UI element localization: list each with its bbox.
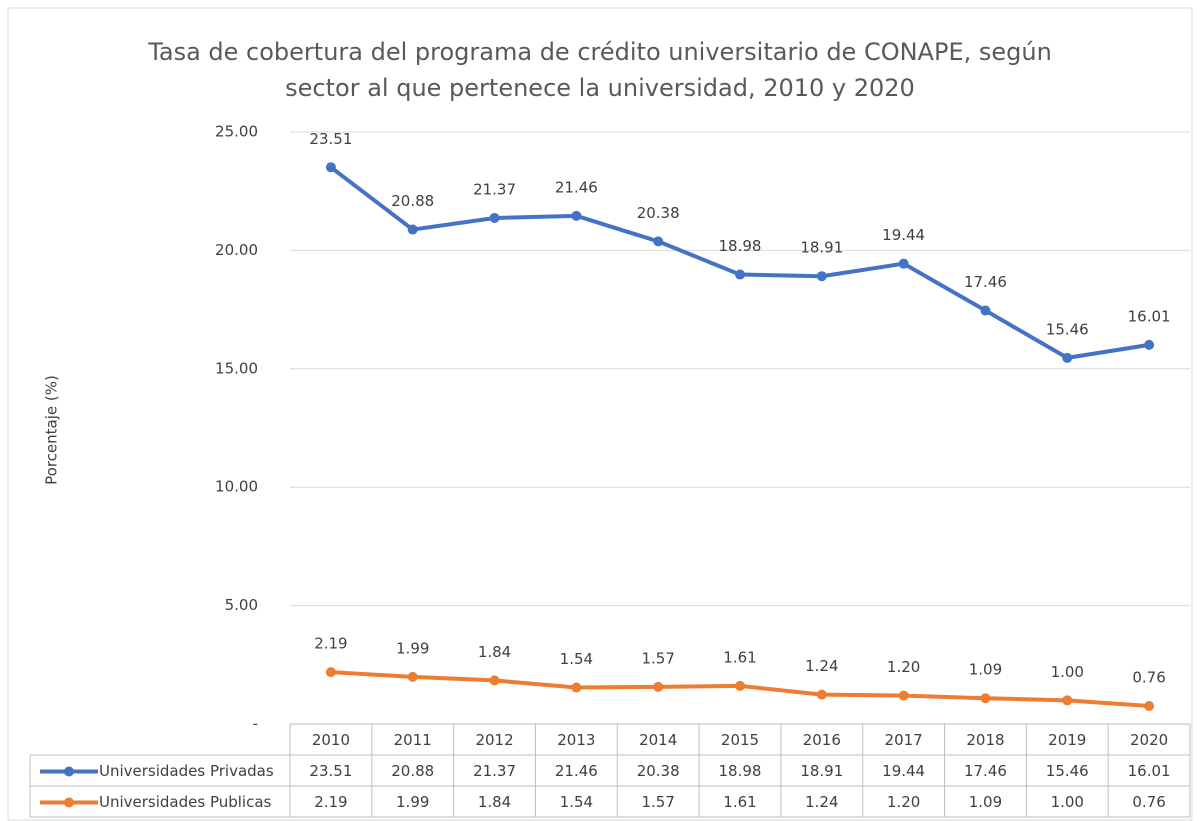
- point: [816, 271, 827, 282]
- point: [816, 689, 827, 700]
- data-label: 1.20: [887, 658, 920, 676]
- data-label: 1.57: [641, 649, 674, 667]
- x-tick-label: 2019: [1048, 731, 1086, 749]
- point: [980, 305, 991, 316]
- point: [571, 210, 582, 221]
- data-label: 17.46: [964, 273, 1007, 291]
- legend-label: Universidades Publicas: [99, 793, 272, 811]
- x-tick-label: 2013: [557, 731, 595, 749]
- table-cell: 1.54: [560, 793, 593, 811]
- point: [571, 682, 582, 693]
- table-cell: 18.98: [719, 762, 762, 780]
- x-tick-label: 2014: [639, 731, 677, 749]
- point: [980, 693, 991, 704]
- table-cell: 1.00: [1051, 793, 1084, 811]
- data-label: 20.38: [637, 204, 680, 222]
- point: [653, 681, 664, 692]
- chart-title: Tasa de cobertura del programa de crédit…: [148, 38, 1052, 102]
- point: [735, 269, 745, 280]
- table-cell: 17.46: [964, 762, 1007, 780]
- point: [1062, 695, 1073, 706]
- point: [325, 667, 336, 678]
- data-label: 21.37: [473, 180, 516, 198]
- table-cell: 18.91: [800, 762, 843, 780]
- data-label: 1.84: [478, 643, 511, 661]
- data-label: 1.09: [969, 661, 1002, 679]
- y-tick-label: 5.00: [225, 596, 258, 614]
- table-cell: 1.24: [805, 793, 838, 811]
- table-cell: 1.61: [723, 793, 756, 811]
- point: [1144, 339, 1155, 350]
- x-tick-label: 2011: [394, 731, 432, 749]
- data-label: 19.44: [882, 226, 925, 244]
- data-label: 1.99: [396, 639, 429, 657]
- data-label: 1.00: [1051, 663, 1084, 681]
- table-cell: 1.57: [641, 793, 674, 811]
- point: [489, 212, 500, 223]
- data-label: 18.91: [800, 239, 843, 257]
- data-label: 23.51: [309, 130, 352, 148]
- point: [898, 690, 909, 701]
- point: [735, 680, 745, 691]
- table-cell: 16.01: [1128, 762, 1171, 780]
- y-tick-label: 25.00: [215, 123, 258, 141]
- data-label: 21.46: [555, 178, 598, 196]
- chart-border: [7, 7, 1193, 821]
- x-tick-label: 2017: [885, 731, 923, 749]
- series-line: [328, 165, 1152, 360]
- point: [1144, 701, 1155, 712]
- legend-label: Universidades Privadas: [99, 762, 274, 780]
- y-tick-label: 10.00: [215, 478, 258, 496]
- table-cell: 2.19: [314, 793, 347, 811]
- data-label: 1.54: [560, 650, 593, 668]
- x-tick-label: 2018: [966, 731, 1004, 749]
- x-tick-label: 2016: [803, 731, 841, 749]
- table-cell: 19.44: [882, 762, 925, 780]
- table-cell: 21.46: [555, 762, 598, 780]
- legend-marker: [64, 766, 74, 777]
- x-tick-label: 2010: [312, 731, 350, 749]
- y-tick-label: 20.00: [215, 241, 258, 259]
- y-axis-label: Porcentaje (%): [43, 375, 61, 485]
- y-tick-label: 15.00: [215, 359, 258, 377]
- table-cell: 1.09: [969, 793, 1002, 811]
- data-label: 15.46: [1046, 320, 1089, 338]
- data-label: 16.01: [1128, 307, 1171, 325]
- table-cell: 1.20: [887, 793, 920, 811]
- point: [407, 671, 418, 682]
- point: [489, 675, 500, 686]
- x-tick-label: 2015: [721, 731, 759, 749]
- table-cell: 1.99: [396, 793, 429, 811]
- point: [653, 236, 664, 247]
- table-cell: 1.84: [478, 793, 511, 811]
- table-cell: 20.88: [391, 762, 434, 780]
- data-label: 1.24: [805, 657, 838, 675]
- table-cell: 21.37: [473, 762, 516, 780]
- table-cell: 15.46: [1046, 762, 1089, 780]
- point: [325, 162, 336, 173]
- y-tick-label: -: [253, 715, 258, 733]
- legend-marker: [64, 797, 74, 808]
- point: [1062, 352, 1073, 363]
- data-label: 1.61: [723, 648, 756, 666]
- data-label: 20.88: [391, 192, 434, 210]
- point: [898, 258, 909, 269]
- x-tick-label: 2012: [475, 731, 513, 749]
- data-label: 0.76: [1132, 669, 1165, 687]
- data-label: 2.19: [314, 635, 347, 653]
- data-label: 18.98: [719, 237, 762, 255]
- table-cell: 0.76: [1132, 793, 1165, 811]
- x-tick-label: 2020: [1130, 731, 1168, 749]
- table-cell: 23.51: [309, 762, 352, 780]
- table-cell: 20.38: [637, 762, 680, 780]
- point: [407, 224, 418, 235]
